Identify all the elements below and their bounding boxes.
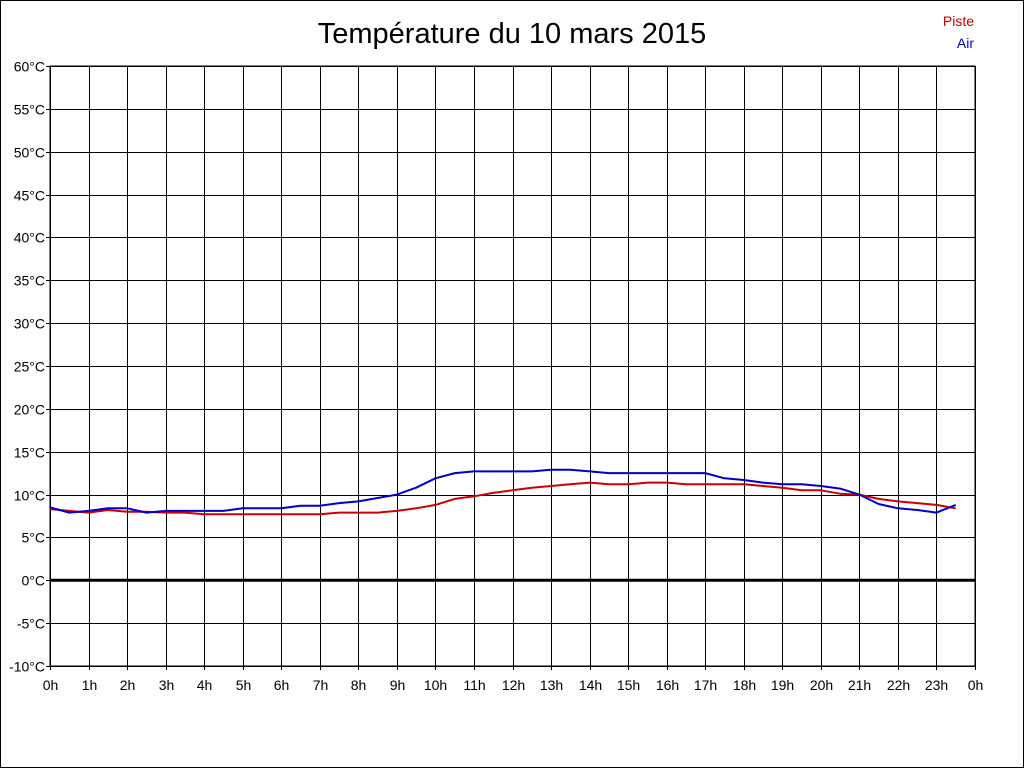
x-tick-label: 20h	[810, 677, 833, 693]
y-tick-label: -5°C	[17, 616, 45, 632]
y-tick-label: 20°C	[14, 402, 45, 418]
y-tick-label: 40°C	[14, 230, 45, 246]
x-tick-label: 9h	[390, 677, 406, 693]
x-tick-label: 16h	[656, 677, 679, 693]
y-tick-label: -10°C	[9, 659, 45, 675]
x-tick-label: 19h	[771, 677, 794, 693]
y-tick-label: 60°C	[14, 59, 45, 75]
x-tick-label: 0h	[968, 677, 984, 693]
x-tick-label: 5h	[236, 677, 252, 693]
x-tick-label: 14h	[579, 677, 602, 693]
legend-entry-piste: Piste	[942, 13, 974, 29]
x-tick-label: 15h	[617, 677, 640, 693]
x-tick-label: 10h	[424, 677, 447, 693]
y-tick-label: 0°C	[22, 573, 46, 589]
x-tick-label: 23h	[925, 677, 948, 693]
y-tick-label: 5°C	[22, 530, 46, 546]
y-tick-label: 15°C	[14, 445, 45, 461]
y-tick-label: 45°C	[14, 188, 45, 204]
y-tick-label: 30°C	[14, 316, 45, 332]
x-tick-label: 17h	[694, 677, 717, 693]
x-tick-label: 4h	[197, 677, 213, 693]
y-tick-label: 10°C	[14, 488, 45, 504]
x-tick-label: 13h	[540, 677, 563, 693]
y-tick-label: 25°C	[14, 359, 45, 375]
series-line-piste	[49, 481, 956, 516]
x-tick-label: 18h	[733, 677, 756, 693]
y-tick-label: 50°C	[14, 145, 45, 161]
x-tick-label: 3h	[159, 677, 175, 693]
x-tick-label: 1h	[82, 677, 98, 693]
x-tick-label: 6h	[274, 677, 290, 693]
x-tick-label: 8h	[351, 677, 367, 693]
y-tick-label: 55°C	[14, 102, 45, 118]
series-line-air	[49, 468, 957, 514]
x-tick-label: 12h	[502, 677, 525, 693]
y-tick-label: 35°C	[14, 273, 45, 289]
x-tick-label: 11h	[463, 677, 485, 693]
x-tick-label: 7h	[313, 677, 329, 693]
x-tick-label: 0h	[43, 677, 59, 693]
x-tick-label: 21h	[848, 677, 871, 693]
chart-title: Température du 10 mars 2015	[317, 18, 707, 50]
x-tick-label: 22h	[887, 677, 910, 693]
legend-entry-air: Air	[956, 35, 974, 51]
x-tick-label: 2h	[120, 677, 136, 693]
